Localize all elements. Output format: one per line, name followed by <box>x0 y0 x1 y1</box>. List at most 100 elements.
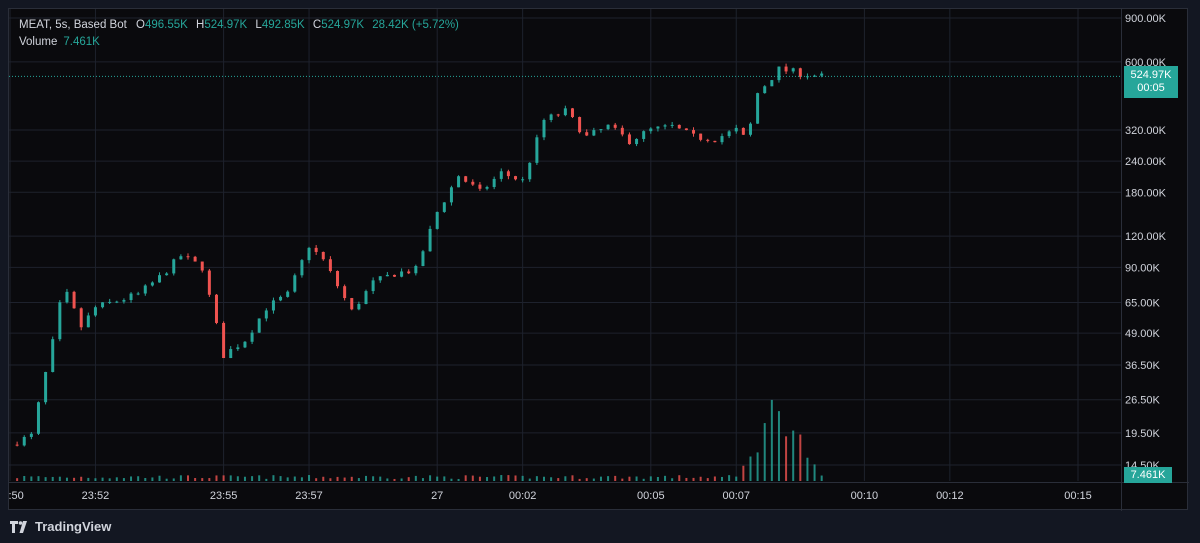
tradingview-icon <box>10 520 27 533</box>
candle-body <box>222 322 226 359</box>
candle-body <box>136 293 140 295</box>
volume-bar <box>30 476 33 481</box>
volume-bar <box>599 476 602 481</box>
volume-bar <box>685 477 688 481</box>
volume-bar <box>251 476 254 481</box>
volume-bar <box>58 476 61 481</box>
chart-pane[interactable]: 900.00K 600.00K 320.00K 240.00K 180.00K 120.0… <box>8 8 1189 511</box>
volume-bar <box>201 478 204 481</box>
candle-body <box>378 276 382 281</box>
candle-body <box>570 108 574 118</box>
close-value: 524.97K <box>321 19 365 31</box>
volume-bar <box>713 476 716 481</box>
volume-bar <box>80 476 83 481</box>
y-tick-label: 320.00K <box>1125 125 1167 137</box>
candle-body <box>592 130 596 136</box>
volume-bar <box>16 478 19 481</box>
candle-body <box>108 301 112 303</box>
volume-bar <box>293 476 296 481</box>
symbol-label[interactable]: MEAT, 5s, Based Bot <box>19 19 127 31</box>
x-tick-label: 00:05 <box>637 490 665 502</box>
candle-body <box>72 291 76 309</box>
candle-body <box>485 187 489 189</box>
volume-bar <box>300 477 303 481</box>
volume-bar <box>478 476 481 481</box>
x-tick-label: 27 <box>431 490 443 502</box>
volume-bar <box>350 476 353 481</box>
candle-body <box>101 302 105 308</box>
volume-bar <box>144 477 147 481</box>
candle-body <box>741 127 745 135</box>
volume-bar <box>187 475 189 481</box>
volume-bar <box>336 476 339 481</box>
open-key: O <box>136 19 145 31</box>
candle-body <box>115 301 119 303</box>
candle-body <box>677 124 681 129</box>
y-tick-label: 19.50K <box>1125 428 1161 440</box>
candle-body <box>642 131 646 139</box>
volume-bar <box>151 477 154 481</box>
volume-bar <box>115 477 118 481</box>
volume-bar <box>635 476 638 481</box>
candle-body <box>585 132 589 136</box>
volume-bar <box>777 411 780 481</box>
x-tick-label: 00:02 <box>509 490 537 502</box>
candle-body <box>442 202 446 212</box>
volume-bar <box>557 478 560 481</box>
candle-body <box>36 402 40 434</box>
candle-body <box>499 171 503 179</box>
volume-bar <box>592 478 595 481</box>
volume-bar <box>806 457 809 481</box>
open-value: 496.55K <box>144 19 188 31</box>
candle-body <box>813 75 817 77</box>
volume-bar <box>500 475 503 481</box>
close-key: C <box>312 19 322 31</box>
candle-body <box>777 66 781 81</box>
volume-bar <box>400 478 403 481</box>
candle-body <box>692 130 696 134</box>
volume-bar <box>308 475 311 481</box>
volume-bar <box>792 430 795 481</box>
volume-bar <box>87 477 90 481</box>
volume-bar <box>329 478 332 481</box>
chart-canvas[interactable]: 900.00K 600.00K 320.00K 240.00K 180.00K 120.0… <box>9 9 1189 511</box>
volume-bar <box>699 476 702 481</box>
y-tick-label: 120.00K <box>1125 231 1167 243</box>
candle-body <box>471 181 475 185</box>
x-tick-label: 00:12 <box>936 490 964 502</box>
volume-bar <box>130 476 133 481</box>
y-tick-label: 900.00K <box>1125 13 1167 25</box>
candle-body <box>236 347 240 350</box>
low-key: L <box>255 19 262 31</box>
tradingview-logo[interactable]: TradingView <box>10 519 111 534</box>
candle-body <box>663 125 667 127</box>
candle-body <box>314 247 318 252</box>
volume-bar <box>493 476 496 481</box>
volume-bar <box>51 476 54 481</box>
candle-body <box>129 293 133 301</box>
volume-bar <box>514 475 517 481</box>
volume-bar <box>137 476 140 481</box>
volume-label[interactable]: Volume <box>19 36 58 48</box>
volume-bar <box>365 475 367 481</box>
volume-bar <box>229 475 232 481</box>
candle-body <box>193 256 197 262</box>
volume-bar <box>172 478 175 481</box>
candle-body <box>257 318 261 333</box>
volume-legend: Volume 7.461K <box>19 36 100 48</box>
volume-bar <box>649 476 652 481</box>
candle-body <box>250 332 254 342</box>
candle-body <box>699 133 703 140</box>
candle-body <box>791 68 795 72</box>
last-volume-tag: 7.461K <box>1124 467 1172 483</box>
candle-body <box>763 86 767 94</box>
x-tick-label: 00:15 <box>1064 490 1092 502</box>
volume-bar <box>621 478 624 481</box>
candle-body <box>165 273 169 276</box>
candle-body <box>179 256 183 260</box>
volume-bar <box>44 477 47 481</box>
candle-body <box>328 259 332 271</box>
volume-bar <box>37 476 40 481</box>
volume-bar <box>721 476 723 481</box>
volume-bar <box>421 478 424 481</box>
